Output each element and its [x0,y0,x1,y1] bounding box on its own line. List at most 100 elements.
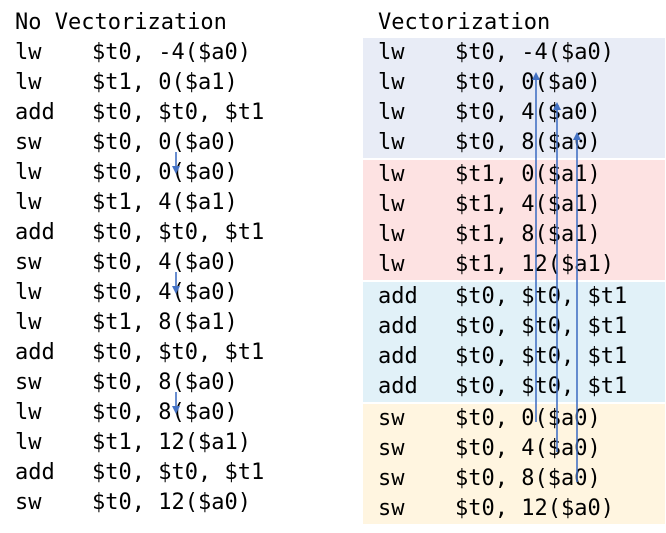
instruction-line: lw $t0, -4($a0) [15,38,264,68]
instruction-line: lw $t1, 0($a1) [15,68,264,98]
instruction-line: lw $t0, 4($a0) [15,278,264,308]
opcode: lw [15,160,42,185]
instruction-line: lw $t1, 4($a1) [15,188,264,218]
instruction-line: add $t0, $t0, $t1 [15,98,264,128]
opcode: sw [15,130,42,155]
opcode: add [15,340,55,365]
operands: $t0, 4($a0) [92,280,238,305]
opcode: lw [378,192,405,217]
operands: $t1, 4($a1) [92,190,238,215]
operands: $t1, 12($a1) [455,252,614,277]
instruction-line: add $t0, $t0, $t1 [15,458,264,488]
instruction-line: lw $t1, 12($a1) [15,428,264,458]
instruction-line: lw $t1, 8($a1) [363,220,665,250]
instruction-line: add $t0, $t0, $t1 [363,372,665,402]
instruction-line: sw $t0, 12($a0) [363,494,665,524]
opcode: lw [378,70,405,95]
opcode: lw [378,40,405,65]
instruction-line: lw $t0, -4($a0) [363,38,665,68]
operands: $t1, 8($a1) [92,310,238,335]
operands: $t1, 0($a1) [92,70,238,95]
instruction-group-band: lw $t1, 0($a1) lw $t1, 4($a1) lw $t1, 8($a1) l… [363,160,665,280]
title-vectorization: Vectorization [378,10,551,35]
instruction-line: lw $t1, 8($a1) [15,308,264,338]
opcode: lw [15,190,42,215]
opcode: lw [15,430,42,455]
instruction-line: lw $t1, 4($a1) [363,190,665,220]
operands: $t0, $t0, $t1 [92,100,265,125]
opcode: sw [15,250,42,275]
instruction-line: add $t0, $t0, $t1 [15,218,264,248]
opcode: lw [15,280,42,305]
operands: $t0, 0($a0) [455,70,601,95]
operands: $t1, 0($a1) [455,162,601,187]
operands: $t0, $t0, $t1 [92,340,265,365]
operands: $t0, 8($a0) [455,466,601,491]
instruction-group-band: lw $t0, -4($a0) lw $t0, 0($a0) lw $t0, 4($a0)… [363,38,665,158]
operands: $t0, 4($a0) [455,436,601,461]
operands: $t1, 12($a1) [92,430,251,455]
operands: $t0, 0($a0) [92,130,238,155]
opcode: add [15,100,55,125]
opcode: sw [378,436,405,461]
operands: $t0, 8($a0) [455,130,601,155]
operands: $t0, $t0, $t1 [455,374,628,399]
operands: $t0, $t0, $t1 [455,344,628,369]
instruction-line: sw $t0, 4($a0) [363,434,665,464]
opcode: lw [378,222,405,247]
instruction-line: add $t0, $t0, $t1 [363,312,665,342]
opcode: lw [15,310,42,335]
operands: $t0, $t0, $t1 [455,284,628,309]
opcode: sw [378,406,405,431]
code-column-no-vectorization: lw $t0, -4($a0) lw $t1, 0($a1) add $t0, $t0, … [15,38,264,518]
instruction-line: lw $t0, 8($a0) [363,128,665,158]
opcode: add [15,460,55,485]
instruction-line: lw $t1, 12($a1) [363,250,665,280]
instruction-line: lw $t0, 0($a0) [15,158,264,188]
operands: $t0, 0($a0) [92,160,238,185]
operands: $t0, 4($a0) [92,250,238,275]
opcode: sw [15,490,42,515]
opcode: lw [15,70,42,95]
opcode: lw [378,162,405,187]
operands: $t0, 0($a0) [455,406,601,431]
operands: $t1, 8($a1) [455,222,601,247]
opcode: lw [378,130,405,155]
operands: $t0, -4($a0) [455,40,614,65]
operands: $t0, $t0, $t1 [92,460,265,485]
instruction-line: sw $t0, 4($a0) [15,248,264,278]
operands: $t0, 12($a0) [455,496,614,521]
instruction-line: add $t0, $t0, $t1 [363,342,665,372]
opcode: lw [15,40,42,65]
instruction-line: lw $t0, 8($a0) [15,398,264,428]
instruction-line: add $t0, $t0, $t1 [15,338,264,368]
code-column-vectorization: lw $t0, -4($a0) lw $t0, 0($a0) lw $t0, 4($a0)… [363,38,665,524]
instruction-line: lw $t1, 0($a1) [363,160,665,190]
operands: $t0, 8($a0) [92,400,238,425]
operands: $t0, 12($a0) [92,490,251,515]
instruction-line: sw $t0, 0($a0) [363,404,665,434]
instruction-line: add $t0, $t0, $t1 [363,282,665,312]
opcode: sw [378,466,405,491]
instruction-group-band: add $t0, $t0, $t1 add $t0, $t0, $t1 add $t0, … [363,282,665,402]
operands: $t0, 4($a0) [455,100,601,125]
opcode: lw [378,252,405,277]
instruction-line: sw $t0, 8($a0) [363,464,665,494]
opcode: add [378,284,418,309]
opcode: add [15,220,55,245]
instruction-line: lw $t0, 0($a0) [363,68,665,98]
operands: $t0, $t0, $t1 [455,314,628,339]
operands: $t0, -4($a0) [92,40,251,65]
title-no-vectorization: No Vectorization [15,10,227,35]
operands: $t0, 8($a0) [92,370,238,395]
instruction-group-band: sw $t0, 0($a0) sw $t0, 4($a0) sw $t0, 8($a0) s… [363,404,665,524]
opcode: add [378,374,418,399]
opcode: add [378,344,418,369]
opcode: add [378,314,418,339]
opcode: sw [378,496,405,521]
opcode: lw [15,400,42,425]
operands: $t0, $t0, $t1 [92,220,265,245]
instruction-line: sw $t0, 8($a0) [15,368,264,398]
instruction-line: sw $t0, 0($a0) [15,128,264,158]
operands: $t1, 4($a1) [455,192,601,217]
